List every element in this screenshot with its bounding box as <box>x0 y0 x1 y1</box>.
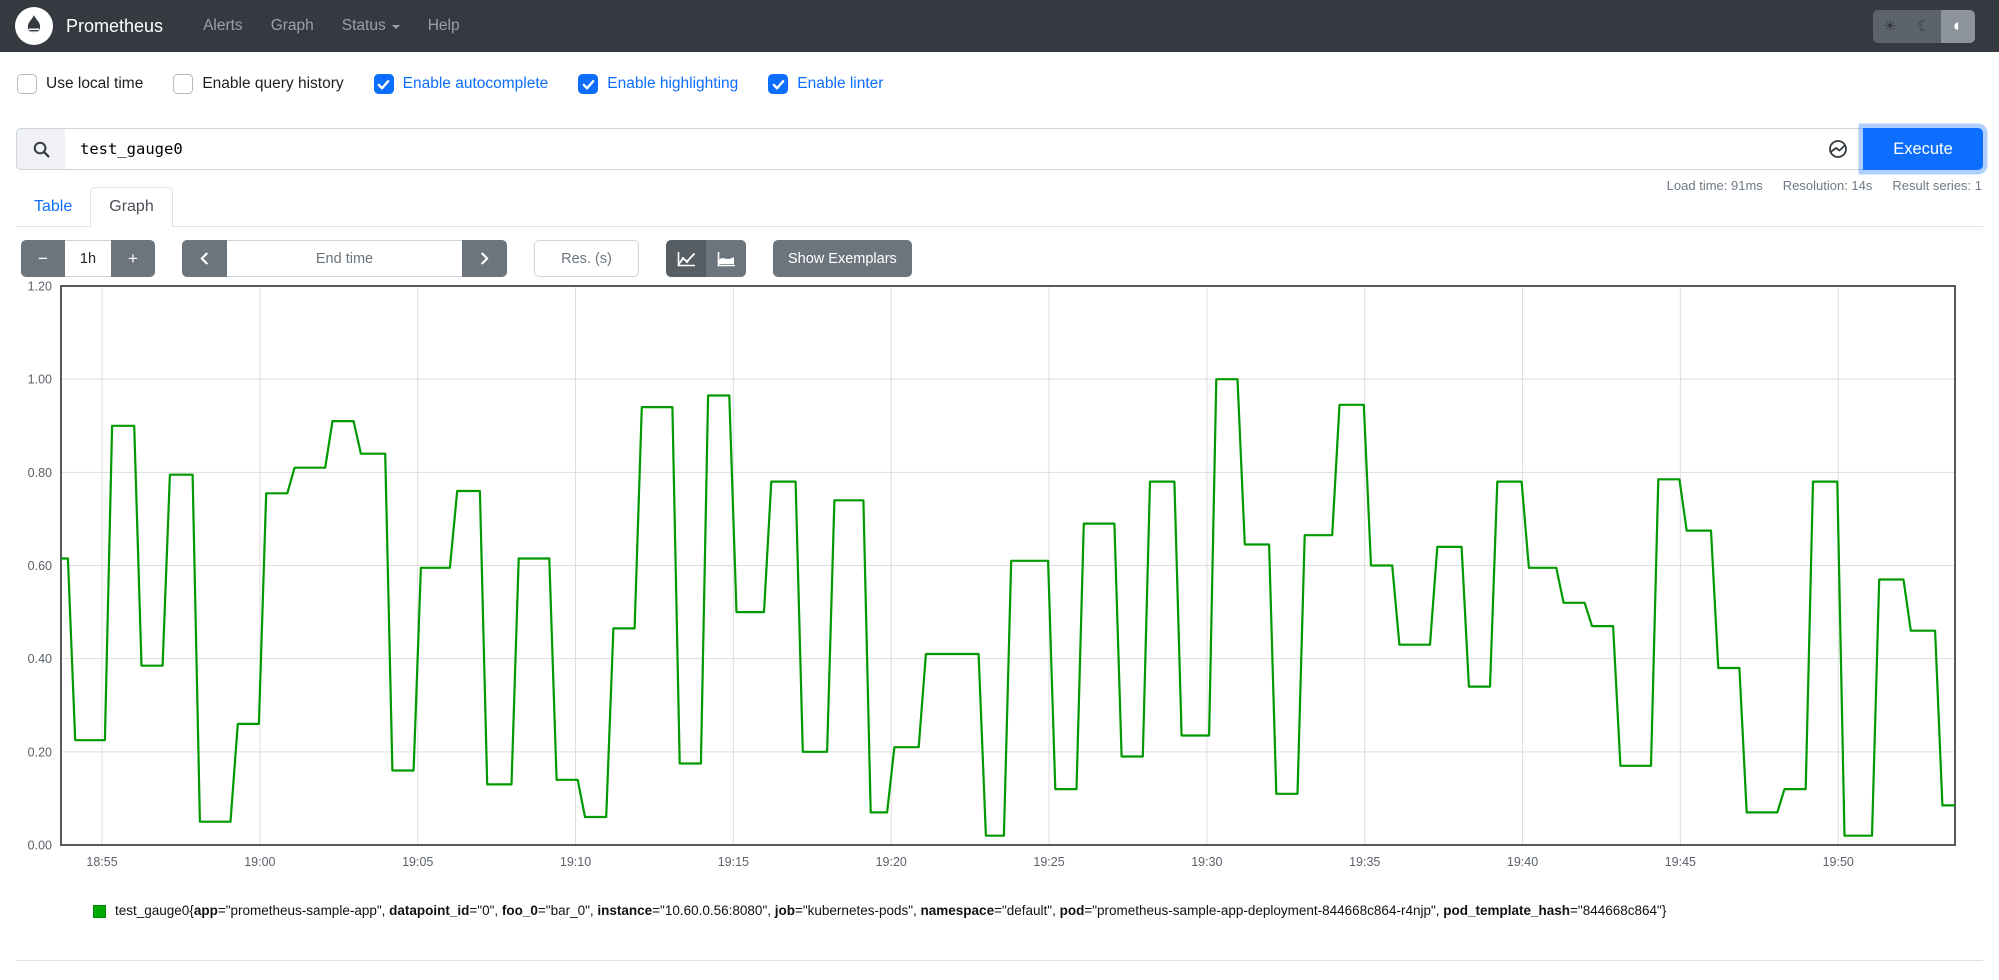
graph-controls: − 1h + <box>21 240 912 277</box>
stacked-chart-toggle-button[interactable] <box>706 240 746 277</box>
prometheus-logo-icon <box>15 7 53 45</box>
plus-icon: + <box>128 248 138 268</box>
range-zoom-out-button[interactable]: − <box>21 240 65 277</box>
option-enable-autocomplete[interactable]: Enable autocomplete <box>373 74 549 94</box>
range-zoom-in-button[interactable]: + <box>111 240 155 277</box>
option-enable-query-history[interactable]: Enable query history <box>173 74 344 94</box>
panel-tabs: Table Graph <box>16 183 1983 227</box>
load-time-stat: Load time: 91ms <box>1666 178 1763 193</box>
checkbox[interactable] <box>578 74 599 94</box>
svg-text:1.00: 1.00 <box>28 373 52 387</box>
svg-text:0.60: 0.60 <box>28 559 52 573</box>
result-series-stat: Result series: 1 <box>1892 178 1982 193</box>
nav-link-alerts[interactable]: Alerts <box>203 17 243 34</box>
line-chart-icon <box>677 251 695 266</box>
series-label-text: test_gauge0{app="prometheus-sample-app",… <box>115 903 1667 918</box>
option-enable-highlighting[interactable]: Enable highlighting <box>578 74 738 94</box>
theme-auto-button[interactable]: ◐ <box>1941 9 1975 43</box>
svg-text:19:05: 19:05 <box>402 855 433 869</box>
svg-text:0.20: 0.20 <box>28 745 52 759</box>
tab-graph[interactable]: Graph <box>90 187 173 227</box>
nav-link-help[interactable]: Help <box>427 17 460 34</box>
range-value[interactable]: 1h <box>65 240 111 277</box>
resolution-stat: Resolution: 14s <box>1782 178 1873 193</box>
range-control-group: − 1h + <box>21 240 155 277</box>
svg-text:19:20: 19:20 <box>876 855 907 869</box>
brand-title: Prometheus <box>66 15 164 36</box>
line-chart-toggle-button[interactable] <box>666 240 706 277</box>
graph-canvas[interactable]: 0.00 0.20 0.40 0.60 0.80 1.00 1.20 18:55 19:00 19… <box>16 278 1983 878</box>
end-time-control-group <box>182 240 507 277</box>
sun-icon: ☀ <box>1883 18 1897 35</box>
chart-type-toggle <box>666 240 746 277</box>
show-exemplars-button[interactable]: Show Exemplars <box>773 240 912 277</box>
chevron-down-icon <box>391 24 400 33</box>
nav-link-graph[interactable]: Graph <box>270 17 314 34</box>
theme-dark-button[interactable]: ☾ <box>1907 9 1941 43</box>
time-back-button[interactable] <box>182 240 227 277</box>
svg-text:19:10: 19:10 <box>560 855 591 869</box>
panel-bottom-border <box>16 960 1983 961</box>
series-legend-item[interactable]: test_gauge0{app="prometheus-sample-app",… <box>93 903 1666 918</box>
svg-text:19:35: 19:35 <box>1349 855 1380 869</box>
chevron-left-icon <box>200 252 208 265</box>
svg-text:19:40: 19:40 <box>1507 855 1538 869</box>
minus-icon: − <box>38 248 48 268</box>
svg-text:19:25: 19:25 <box>1033 855 1064 869</box>
option-label: Enable linter <box>797 75 884 92</box>
svg-text:19:50: 19:50 <box>1823 855 1854 869</box>
circle-half-icon: ◐ <box>1952 16 1964 35</box>
checkbox[interactable] <box>373 74 394 94</box>
checkbox[interactable] <box>173 74 194 94</box>
resolution-input[interactable] <box>534 240 639 277</box>
check-icon <box>772 79 785 89</box>
query-input-group <box>16 128 1863 170</box>
nav-link-status-label: Status <box>341 17 386 34</box>
svg-text:0.40: 0.40 <box>28 652 52 666</box>
svg-text:19:15: 19:15 <box>718 855 749 869</box>
theme-light-button[interactable]: ☀ <box>1873 9 1907 43</box>
option-label: Enable query history <box>202 75 344 92</box>
checkbox[interactable] <box>768 74 789 94</box>
flame-icon <box>27 15 41 33</box>
check-icon <box>377 79 390 89</box>
theme-toggle-group: ☀ ☾ ◐ <box>1873 9 1975 43</box>
tab-table[interactable]: Table <box>34 198 73 215</box>
svg-text:19:00: 19:00 <box>244 855 275 869</box>
svg-text:18:55: 18:55 <box>86 855 117 869</box>
metrics-explorer-icon <box>1829 140 1847 158</box>
stacked-chart-icon <box>717 251 735 266</box>
svg-text:1.20: 1.20 <box>28 280 52 294</box>
option-enable-linter[interactable]: Enable linter <box>768 74 883 94</box>
search-icon <box>17 129 65 169</box>
option-label: Enable autocomplete <box>402 75 549 92</box>
main-nav: Alerts Graph Status Help <box>189 17 474 35</box>
nav-link-status[interactable]: Status <box>328 17 414 35</box>
execute-button[interactable]: Execute <box>1863 128 1983 170</box>
series-color-swatch <box>93 905 106 918</box>
query-bar: Execute <box>16 128 1983 170</box>
end-time-input[interactable] <box>227 240 462 277</box>
expression-input[interactable] <box>65 129 1813 169</box>
navbar: Prometheus Alerts Graph Status Help ☀ ☾ … <box>0 0 1999 52</box>
svg-text:0.00: 0.00 <box>28 839 52 853</box>
brand[interactable]: Prometheus <box>15 7 163 45</box>
time-forward-button[interactable] <box>462 240 507 277</box>
metrics-explorer-button[interactable] <box>1813 129 1863 169</box>
chevron-right-icon <box>481 252 489 265</box>
checkbox[interactable] <box>17 74 37 94</box>
svg-text:19:45: 19:45 <box>1665 855 1696 869</box>
option-use-local-time[interactable]: Use local time <box>17 74 143 94</box>
option-label: Use local time <box>46 75 144 92</box>
options-row: Use local time Enable query history Enab… <box>17 74 1983 94</box>
svg-text:0.80: 0.80 <box>28 466 52 480</box>
query-stats: Load time: 91ms Resolution: 14s Result s… <box>1667 178 1982 193</box>
check-icon <box>582 79 595 89</box>
svg-text:19:30: 19:30 <box>1191 855 1222 869</box>
option-label: Enable highlighting <box>607 75 739 92</box>
moon-icon: ☾ <box>1917 18 1931 35</box>
